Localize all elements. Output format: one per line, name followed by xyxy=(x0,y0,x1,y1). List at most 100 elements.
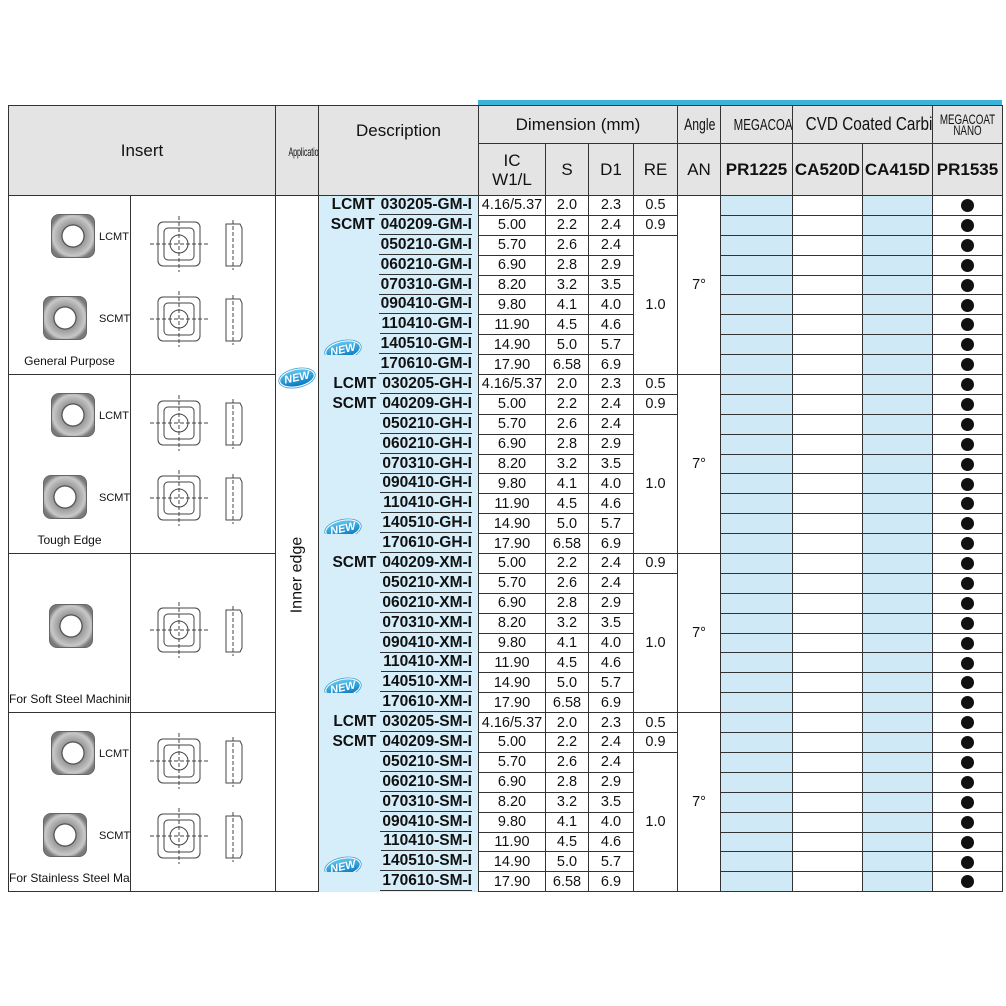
description-prefix: LCMT xyxy=(333,374,377,392)
header-ic: IC W1/L xyxy=(478,143,546,196)
dimension-ic: 5.00 xyxy=(478,553,546,574)
table-row: 070310-SM-I 8.20 3.2 3.5 xyxy=(9,791,1003,813)
grade-ca415d-cell xyxy=(862,553,933,574)
header-s: S xyxy=(545,143,589,196)
availability-dot-icon xyxy=(961,537,974,551)
insert-diagram-cell xyxy=(130,194,276,376)
table-row: 170610-SM-I 17.90 6.58 6.9 xyxy=(9,871,1003,893)
header-an: AN xyxy=(677,143,721,196)
grade-ca520d-cell xyxy=(792,214,863,236)
description-cell: 060210-XM-I xyxy=(318,593,479,614)
table-row: SCMT 040209-SM-I 5.00 2.2 2.4 0.9 xyxy=(9,732,1003,753)
dimension-s: 3.2 xyxy=(545,612,589,634)
dimension-s: 6.58 xyxy=(545,533,589,555)
grade-ca415d-cell xyxy=(862,692,933,714)
grade-ca415d-cell xyxy=(862,751,933,773)
description-prefix: SCMT xyxy=(332,394,377,412)
dimension-s: 5.0 xyxy=(545,334,589,356)
dimension-ic: 5.70 xyxy=(478,234,546,256)
table-row: 110410-SM-I 11.90 4.5 4.6 xyxy=(9,831,1003,853)
grade-pr1225-cell xyxy=(720,374,793,395)
table-row: 060210-GM-I 6.90 2.8 2.9 xyxy=(9,254,1003,276)
description-code: 170610-SM-I xyxy=(380,872,472,892)
table-row: SCMT 040209-GH-I 5.00 2.2 2.4 0.9 xyxy=(9,393,1003,415)
dimension-d1: 4.0 xyxy=(588,811,634,833)
grade-ca520d-cell xyxy=(792,751,863,773)
grade-pr1225-cell xyxy=(720,851,793,873)
grade-ca520d-cell xyxy=(792,791,863,813)
description-cell: 090410-GH-I xyxy=(318,473,479,494)
insert-table-container: Insert Applications Description Dimensio… xyxy=(8,105,1003,893)
header-insert: Insert xyxy=(8,105,276,196)
dimension-s: 4.1 xyxy=(545,294,589,316)
dimension-s: 5.0 xyxy=(545,513,589,535)
insert-type-label: SCMT xyxy=(99,492,131,505)
table-row: LCMT SCMT General Purpose Inner edge NEW LCM… xyxy=(8,194,1003,893)
grade-ca520d-cell xyxy=(792,493,863,515)
description-code: 140510-XM-I xyxy=(380,673,472,693)
insert-photo xyxy=(51,731,95,776)
insert-type-label: SCMT xyxy=(99,830,131,843)
grade-ca520d-cell xyxy=(792,393,863,415)
dimension-ic: 17.90 xyxy=(478,354,546,376)
availability-dot-icon xyxy=(961,298,974,312)
description-cell: 170610-SM-I xyxy=(318,871,479,892)
table-row: 090410-GM-I 9.80 4.1 4.0 xyxy=(9,294,1003,316)
grade-pr1225-cell xyxy=(720,771,793,793)
description-code: 060210-GH-I xyxy=(380,434,472,454)
availability-dot-icon xyxy=(961,775,974,789)
insert-type-label: LCMT xyxy=(99,748,129,761)
availability-dot-icon xyxy=(961,517,974,531)
grade-ca520d-cell xyxy=(792,314,863,336)
grade-ca415d-cell xyxy=(862,652,933,674)
angle-an: 7° xyxy=(677,374,721,555)
dimension-ic: 14.90 xyxy=(478,851,546,873)
dimension-ic: 5.00 xyxy=(478,393,546,415)
grade-ca520d-cell xyxy=(792,771,863,793)
insert-group-cell: For Soft Steel Machining xyxy=(8,553,131,714)
description-cell: 090410-GM-I xyxy=(318,294,479,315)
dimension-ic: 11.90 xyxy=(478,493,546,515)
table-row: 090410-SM-I 9.80 4.1 4.0 xyxy=(9,811,1003,833)
description-code: 040209-XM-I xyxy=(380,553,472,573)
table-row: 050210-SM-I 5.70 2.6 2.4 1.0 xyxy=(9,751,1003,893)
dimension-ic: 17.90 xyxy=(478,692,546,714)
description-cell: 050210-XM-I xyxy=(318,573,479,594)
insert-group-cell: LCMT SCMT For Stainless Steel Machining xyxy=(8,712,131,893)
availability-dot-icon xyxy=(961,696,974,710)
grade-pr1225-cell xyxy=(720,393,793,415)
grade-ca415d-cell xyxy=(862,493,933,515)
grade-ca415d-cell xyxy=(862,732,933,753)
availability-dot-icon xyxy=(961,318,974,332)
dimension-ic: 5.70 xyxy=(478,751,546,773)
description-cell: SCMT 040209-SM-I xyxy=(318,732,479,753)
description-code: 170610-XM-I xyxy=(380,693,472,713)
header-cvd: CVD Coated Carbide xyxy=(792,105,933,144)
grade-ca520d-cell xyxy=(792,374,863,395)
grade-pr1225-cell xyxy=(720,354,793,376)
grade-ca520d-cell xyxy=(792,871,863,893)
grade-pr1535-cell xyxy=(932,334,1003,356)
new-badge: NEW xyxy=(323,516,363,534)
description-prefix: LCMT xyxy=(331,196,375,214)
dimension-s: 2.2 xyxy=(545,553,589,574)
header-description: Description xyxy=(318,105,479,196)
dimension-d1: 2.4 xyxy=(588,413,634,435)
description-code: 110410-GH-I xyxy=(381,494,472,514)
dimension-d1: 2.3 xyxy=(588,374,634,395)
description-cell: NEW 140510-SM-I xyxy=(318,851,479,872)
dimension-re: 1.0 xyxy=(633,234,678,376)
dimension-d1: 4.0 xyxy=(588,632,634,654)
grade-ca415d-cell xyxy=(862,413,933,435)
grade-ca415d-cell xyxy=(862,612,933,634)
new-badge: NEW xyxy=(323,854,363,872)
description-cell: 060210-GM-I xyxy=(318,255,479,276)
description-code: 040209-GH-I xyxy=(380,394,472,414)
description-cell: SCMT 040209-GH-I xyxy=(318,394,479,415)
grade-ca415d-cell xyxy=(862,851,933,873)
availability-dot-icon xyxy=(961,378,974,392)
grade-ca520d-cell xyxy=(792,453,863,475)
description-code: 110410-SM-I xyxy=(381,832,472,852)
availability-dot-icon xyxy=(961,716,974,730)
description-cell: 090410-SM-I xyxy=(318,812,479,832)
